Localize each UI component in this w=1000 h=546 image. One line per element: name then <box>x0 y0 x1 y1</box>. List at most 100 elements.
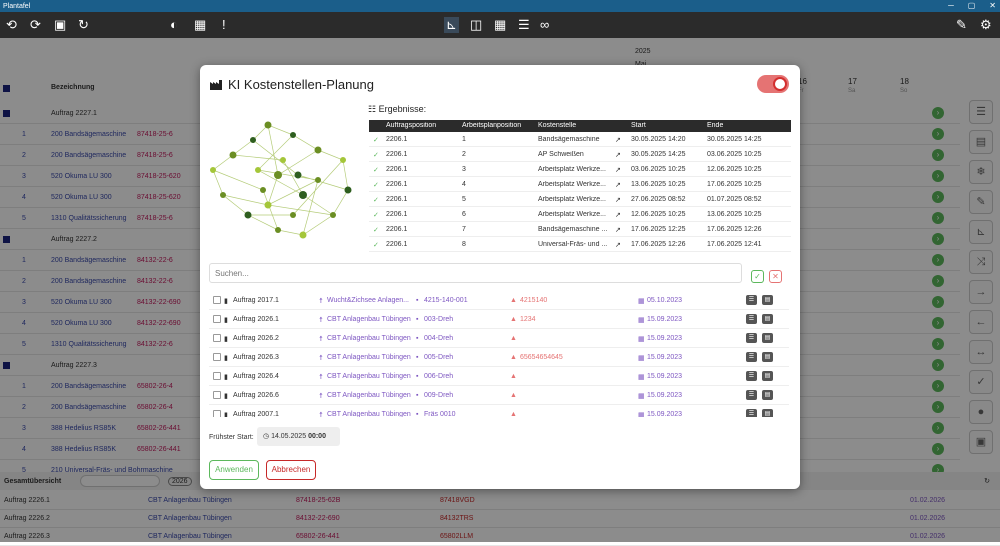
overview-search[interactable] <box>80 475 160 487</box>
order-checkbox[interactable] <box>213 315 221 323</box>
card-icon[interactable]: ▤ <box>762 409 773 417</box>
go-arrow-icon[interactable]: › <box>932 443 944 455</box>
go-arrow-icon[interactable]: › <box>932 338 944 350</box>
result-row[interactable]: ✓ 2206.1 7 Bandsägemaschine ... ↗ 17.06.… <box>369 222 791 237</box>
result-row[interactable]: ✓ 2206.1 3 Arbeitsplatz Werkze... ↗ 03.0… <box>369 162 791 177</box>
result-row[interactable]: ✓ 2206.1 5 Arbeitsplatz Werkze... ↗ 27.0… <box>369 192 791 207</box>
edit-icon[interactable]: ↗ <box>615 167 621 174</box>
order-checkbox[interactable] <box>213 296 221 304</box>
overview-row[interactable]: Auftrag 2226.2 CBT Anlagenbau Tübingen 8… <box>0 510 1000 528</box>
check-icon[interactable]: ✓ <box>969 370 993 394</box>
go-arrow-icon[interactable]: › <box>932 149 944 161</box>
go-arrow-icon[interactable]: › <box>932 254 944 266</box>
go-arrow-icon[interactable]: › <box>932 212 944 224</box>
edit-icon[interactable]: ↗ <box>615 212 621 219</box>
edit-icon[interactable]: ↗ <box>615 227 621 234</box>
snowflake-icon[interactable]: ❄ <box>969 160 993 184</box>
glasses-icon[interactable]: ∞ <box>540 17 550 32</box>
clear-search-button[interactable]: ✕ <box>769 270 782 283</box>
brain-icon[interactable]: ◐ <box>170 17 178 32</box>
list-icon[interactable]: ☰ <box>746 333 757 343</box>
card-icon[interactable]: ▤ <box>762 371 773 381</box>
year-chip[interactable]: 2026 <box>168 476 192 486</box>
go-arrow-icon[interactable]: › <box>932 128 944 140</box>
list-icon[interactable]: ☰ <box>746 352 757 362</box>
shuffle-icon[interactable]: ⤨ <box>969 250 993 274</box>
expand-icon[interactable]: ↔ <box>969 340 993 364</box>
list-icon[interactable]: ☰ <box>746 295 757 305</box>
calendar-icon[interactable]: ▦ <box>194 17 207 32</box>
overview-row[interactable]: Auftrag 2226.1 CBT Anlagenbau Tübingen 8… <box>0 492 1000 510</box>
save-icon[interactable]: ▣ <box>54 17 67 32</box>
edit-icon[interactable]: ↗ <box>615 182 621 189</box>
collapse-all-icon[interactable] <box>3 85 10 92</box>
list-icon[interactable]: ☰ <box>746 314 757 324</box>
settings-icon[interactable]: ⚙ <box>980 17 992 32</box>
arrow-right-icon[interactable]: → <box>969 280 993 304</box>
list-icon[interactable]: ☰ <box>746 409 757 417</box>
card-icon[interactable]: ▤ <box>762 295 773 305</box>
go-arrow-icon[interactable]: › <box>932 191 944 203</box>
go-arrow-icon[interactable]: › <box>932 380 944 392</box>
go-arrow-icon[interactable]: › <box>932 422 944 434</box>
order-row[interactable]: ▮ Auftrag 2026.6 ☨ CBT Anlagenbau Tübing… <box>209 386 789 405</box>
card-icon[interactable]: ▤ <box>762 333 773 343</box>
card-icon[interactable]: ▣ <box>969 430 993 454</box>
minimize-button[interactable]: ─ <box>948 1 954 10</box>
earliest-start-field[interactable]: ◷ 14.05.2025 00:00 <box>257 427 340 446</box>
column-header-bezeichnung[interactable]: Bezeichnung <box>51 84 95 91</box>
result-row[interactable]: ✓ 2206.1 6 Arbeitsplatz Werkze... ↗ 12.0… <box>369 207 791 222</box>
list-icon[interactable]: ☰ <box>969 100 993 124</box>
order-row[interactable]: ▮ Auftrag 2026.3 ☨ CBT Anlagenbau Tübing… <box>209 348 789 367</box>
table-icon[interactable]: ▤ <box>969 130 993 154</box>
collapse-icon[interactable] <box>3 361 10 369</box>
ki-toggle[interactable] <box>757 75 789 93</box>
go-arrow-icon[interactable]: › <box>932 275 944 287</box>
maximize-button[interactable]: ▢ <box>967 1 976 10</box>
order-checkbox[interactable] <box>213 353 221 361</box>
go-arrow-icon[interactable]: › <box>932 401 944 413</box>
card-icon[interactable]: ▤ <box>762 352 773 362</box>
confirm-search-button[interactable]: ✓ <box>751 270 764 283</box>
order-row[interactable]: ▮ Auftrag 2026.1 ☨ CBT Anlagenbau Tübing… <box>209 310 789 329</box>
split-view-icon[interactable]: ◫ <box>470 17 483 32</box>
refresh-icon[interactable]: ↻ <box>984 478 990 485</box>
order-row[interactable]: ▮ Auftrag 2026.4 ☨ CBT Anlagenbau Tübing… <box>209 367 789 386</box>
brush-icon[interactable]: ✎ <box>956 17 967 32</box>
list-view-icon[interactable]: ☰ <box>518 17 530 32</box>
edit-icon[interactable]: ↗ <box>615 137 621 144</box>
result-row[interactable]: ✓ 2206.1 4 Arbeitsplatz Werkze... ↗ 13.0… <box>369 177 791 192</box>
redo-icon[interactable]: ⟳ <box>30 17 41 32</box>
edit-icon[interactable]: ↗ <box>615 152 621 159</box>
cancel-button[interactable]: Abbrechen <box>266 460 316 480</box>
pencil-icon[interactable]: ✎ <box>969 190 993 214</box>
refresh-icon[interactable]: ↻ <box>78 17 89 32</box>
go-arrow-icon[interactable]: › <box>932 107 944 119</box>
collapse-icon[interactable] <box>3 235 10 243</box>
order-checkbox[interactable] <box>213 391 221 399</box>
search-input[interactable] <box>209 263 742 283</box>
warning-icon[interactable]: ! <box>222 17 226 32</box>
result-row[interactable]: ✓ 2206.1 8 Universal-Fräs- und ... ↗ 17.… <box>369 237 791 252</box>
list-icon[interactable]: ☰ <box>746 371 757 381</box>
chart-view-icon[interactable]: ⊾ <box>444 17 459 33</box>
card-icon[interactable]: ▤ <box>762 390 773 400</box>
apply-button[interactable]: Anwenden <box>209 460 259 480</box>
close-button[interactable]: ✕ <box>989 1 996 10</box>
card-icon[interactable]: ▤ <box>762 314 773 324</box>
order-row[interactable]: ▮ Auftrag 2007.1 ☨ CBT Anlagenbau Tübing… <box>209 405 789 417</box>
order-row[interactable]: ▮ Auftrag 2017.1 ☨ Wucht&Zichsee Anlagen… <box>209 291 789 310</box>
arrow-left-icon[interactable]: ← <box>969 310 993 334</box>
order-checkbox[interactable] <box>213 372 221 380</box>
go-arrow-icon[interactable]: › <box>932 233 944 245</box>
grid-view-icon[interactable]: ▦ <box>494 17 507 32</box>
chart-icon[interactable]: ⊾ <box>969 220 993 244</box>
drop-icon[interactable]: ● <box>969 400 993 424</box>
order-checkbox[interactable] <box>213 334 221 342</box>
go-arrow-icon[interactable]: › <box>932 359 944 371</box>
order-checkbox[interactable] <box>213 410 221 417</box>
go-arrow-icon[interactable]: › <box>932 170 944 182</box>
result-row[interactable]: ✓ 2206.1 1 Bandsägemaschine ↗ 30.05.2025… <box>369 132 791 147</box>
go-arrow-icon[interactable]: › <box>932 296 944 308</box>
undo-icon[interactable]: ⟲ <box>6 17 17 32</box>
